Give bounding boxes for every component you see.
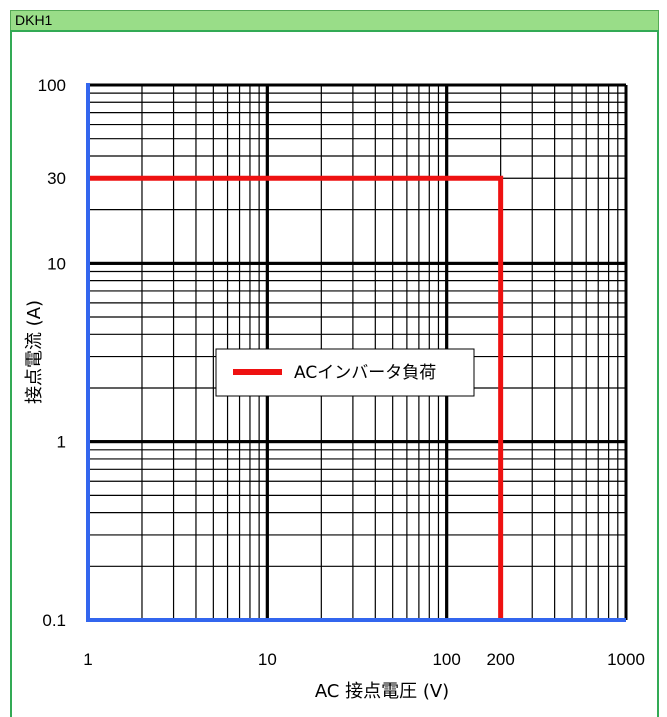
y-tick-label: 0.1 xyxy=(42,611,66,630)
y-tick-label: 10 xyxy=(47,254,66,273)
y-axis-title: 接点電流 (A) xyxy=(24,300,45,404)
series-layer xyxy=(88,175,504,620)
y-tick-label: 100 xyxy=(38,76,66,95)
x-tick-label: 200 xyxy=(486,650,514,669)
grid-minor xyxy=(88,85,626,620)
x-axis-title: AC 接点電圧 (V) xyxy=(315,681,449,702)
tick-labels: 1 10 100 200 1000 100 30 10 1 0.1 xyxy=(38,76,645,669)
y-tick-label: 30 xyxy=(47,169,66,188)
x-tick-label: 1000 xyxy=(607,650,645,669)
legend: ACインバータ負荷 xyxy=(215,348,475,397)
axes xyxy=(86,83,626,622)
legend-label: ACインバータ負荷 xyxy=(294,363,436,383)
y-tick-label: 1 xyxy=(57,433,66,452)
x-tick-label: 100 xyxy=(432,650,460,669)
x-tick-label: 10 xyxy=(258,650,277,669)
x-tick-label: 1 xyxy=(83,650,92,669)
series-line-0 xyxy=(88,175,504,620)
chart-id-label: DKH1 xyxy=(15,12,53,28)
